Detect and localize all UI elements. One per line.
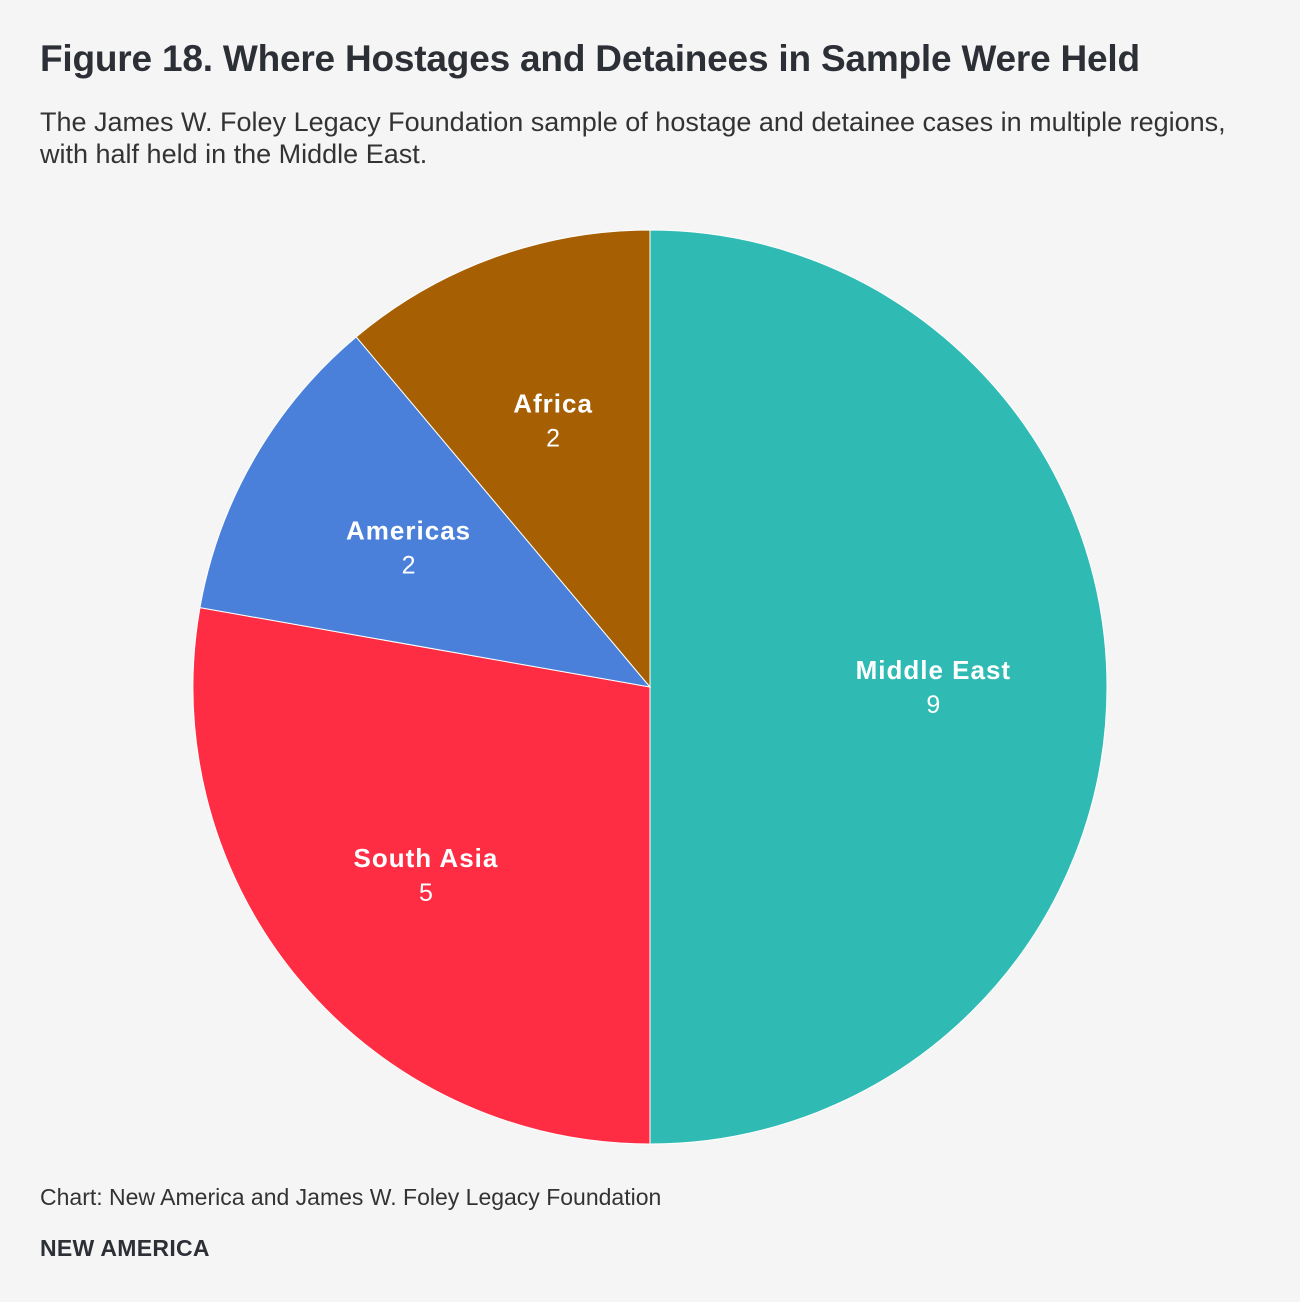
chart-title: Figure 18. Where Hostages and Detainees … [40,38,1140,79]
slice-value: 5 [419,879,433,907]
brand-logo-text: NEW AMERICA [40,1235,210,1261]
slice-label: Americas [346,516,471,546]
slice-label: South Asia [354,843,499,873]
slice-value: 9 [926,691,940,719]
pie-slice-africa [355,229,651,689]
slice-value: 2 [546,425,560,453]
pie-slice-south-asia [192,607,651,1145]
slice-value: 2 [402,552,416,580]
slice-label: Africa [513,389,593,419]
chart-subtitle: The James W. Foley Legacy Foundation sam… [40,107,1226,169]
pie-slice-middle-east [649,229,1108,1145]
pie-slice-americas [199,336,652,688]
chart-source: Chart: New America and James W. Foley Le… [40,1184,662,1210]
slice-label: Middle East [856,655,1011,685]
